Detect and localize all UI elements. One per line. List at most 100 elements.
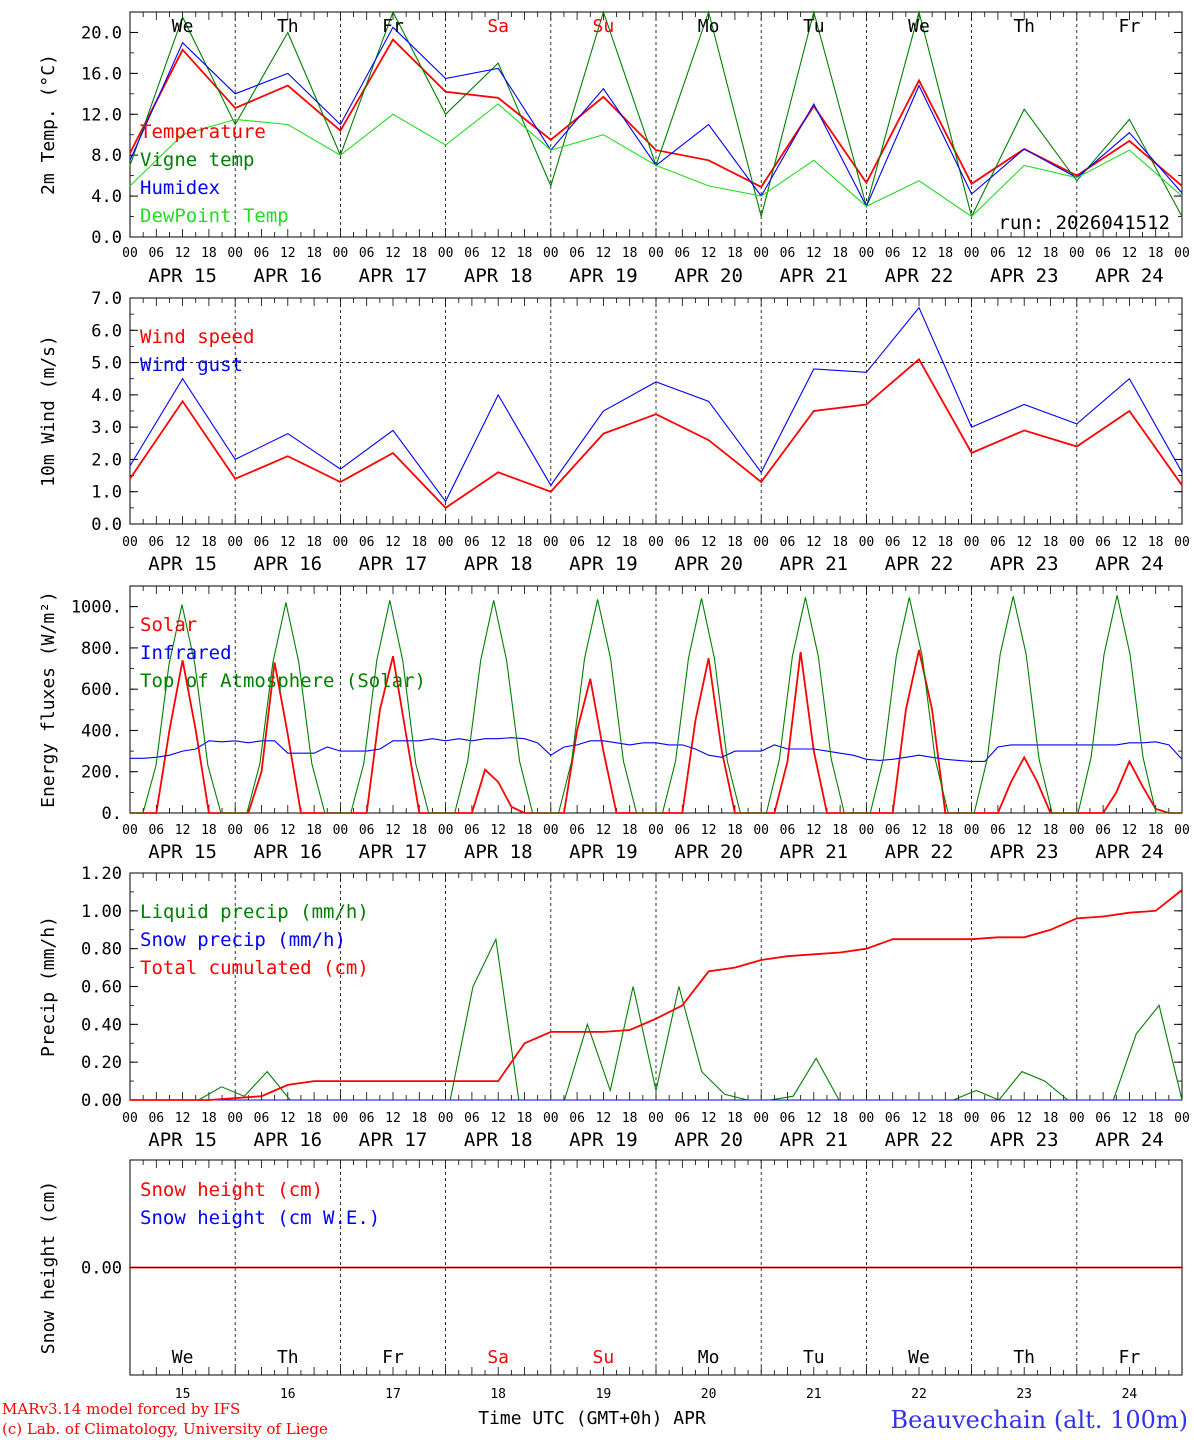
legend-entry: Solar (140, 614, 197, 636)
hour-tick-label: 12 (701, 535, 717, 550)
x-axis-title: Time UTC (GMT+0h) APR (478, 1408, 706, 1429)
hour-tick-label: 00 (543, 535, 559, 550)
hour-tick-label: 12 (280, 1111, 296, 1126)
y-tick-label: 0.0 (91, 228, 122, 248)
day-number: 21 (806, 1387, 822, 1402)
hour-tick-label: 00 (122, 246, 138, 261)
hour-tick-label: 18 (727, 246, 743, 261)
date-label: APR 21 (779, 841, 848, 863)
hour-tick-label: 00 (964, 535, 980, 550)
hour-tick-label: 06 (569, 823, 585, 838)
date-label: APR 23 (990, 553, 1059, 575)
panel-wind: 00 06 12 18 APR 15 00 06 12 18 APR 16 00 06 12 18 APR … (38, 289, 1190, 575)
date-label: APR 23 (990, 1129, 1059, 1151)
hour-tick-label: 00 (753, 246, 769, 261)
hour-tick-label: 12 (701, 246, 717, 261)
hour-tick-label: 18 (727, 1111, 743, 1126)
y-axis-title: Precip (mm/h) (38, 916, 59, 1057)
hour-tick-label: 00 (438, 246, 454, 261)
y-tick-label: 0. (102, 804, 122, 824)
hour-tick-label: 18 (201, 246, 217, 261)
hour-tick-label: 12 (175, 823, 191, 838)
y-tick-label: 5.0 (91, 354, 122, 374)
day-number: 20 (701, 1387, 717, 1402)
legend-entry: Vigne temp (140, 149, 254, 171)
hour-tick-label: 06 (464, 246, 480, 261)
hour-tick-label: 06 (780, 535, 796, 550)
hour-tick-label: 00 (1069, 823, 1085, 838)
hour-tick-label: 00 (1174, 1111, 1190, 1126)
hour-tick-label: 18 (306, 535, 322, 550)
hour-tick-label: 12 (1016, 1111, 1032, 1126)
date-label: APR 24 (1095, 553, 1164, 575)
hour-tick-label: 18 (517, 246, 533, 261)
date-label: APR 17 (359, 1129, 428, 1151)
lab-credit: (c) Lab. of Climatology, University of L… (2, 1420, 328, 1438)
date-label: APR 22 (885, 553, 954, 575)
panel-energy: 00 06 12 18 APR 15 00 06 12 18 APR 16 00 06 12 18 APR … (38, 585, 1190, 863)
date-label: APR 15 (148, 265, 217, 287)
hour-tick-label: 18 (1043, 823, 1059, 838)
day-name: Th (277, 16, 299, 37)
date-label: APR 19 (569, 841, 638, 863)
legend-entry: Infrared (140, 642, 232, 664)
legend-entry: Humidex (140, 177, 220, 199)
hour-tick-label: 06 (780, 1111, 796, 1126)
hour-tick-label: 06 (359, 1111, 375, 1126)
hour-tick-label: 18 (306, 246, 322, 261)
date-label: APR 17 (359, 553, 428, 575)
hour-tick-label: 12 (1122, 1111, 1138, 1126)
hour-tick-label: 06 (359, 246, 375, 261)
hour-tick-label: 12 (806, 535, 822, 550)
hour-tick-label: 12 (175, 535, 191, 550)
hour-tick-label: 06 (674, 535, 690, 550)
hour-tick-label: 06 (674, 823, 690, 838)
date-label: APR 15 (148, 841, 217, 863)
y-tick-label: 800. (81, 639, 122, 659)
hour-tick-label: 00 (1069, 535, 1085, 550)
hour-tick-label: 12 (490, 246, 506, 261)
hour-tick-label: 00 (122, 823, 138, 838)
legend-entry: Temperature (140, 121, 266, 143)
day-name: Su (593, 1347, 615, 1368)
date-label: APR 16 (253, 265, 322, 287)
day-name: Tu (803, 1347, 825, 1368)
y-tick-label: 1.00 (81, 902, 122, 922)
series-line-red (130, 889, 1183, 1101)
y-tick-label: 0.40 (81, 1015, 122, 1035)
hour-tick-label: 06 (569, 535, 585, 550)
y-tick-label: 0.00 (81, 1259, 122, 1279)
hour-tick-label: 18 (306, 823, 322, 838)
date-label: APR 22 (885, 265, 954, 287)
y-tick-label: 1.0 (91, 483, 122, 503)
y-tick-label: 3.0 (91, 418, 122, 438)
hour-tick-label: 00 (1174, 823, 1190, 838)
hour-tick-label: 18 (622, 1111, 638, 1126)
y-tick-label: 4.0 (91, 386, 122, 406)
hour-tick-label: 00 (859, 823, 875, 838)
hour-tick-label: 06 (1095, 246, 1111, 261)
hour-tick-label: 12 (490, 823, 506, 838)
y-tick-label: 8.0 (91, 146, 122, 166)
hour-tick-label: 06 (780, 246, 796, 261)
hour-tick-label: 12 (1122, 535, 1138, 550)
hour-tick-label: 06 (464, 535, 480, 550)
legend-entry: DewPoint Temp (140, 205, 289, 227)
date-label: APR 22 (885, 841, 954, 863)
hour-tick-label: 18 (1043, 246, 1059, 261)
model-credit: MARv3.14 model forced by IFS (2, 1400, 240, 1418)
station-name: Beauvechain (alt. 100m) (890, 1406, 1188, 1434)
date-label: APR 16 (253, 841, 322, 863)
date-label: APR 18 (464, 1129, 533, 1151)
date-label: APR 16 (253, 1129, 322, 1151)
y-tick-label: 0.20 (81, 1053, 122, 1073)
hour-tick-label: 06 (254, 535, 270, 550)
hour-tick-label: 12 (596, 823, 612, 838)
hour-tick-label: 00 (227, 246, 243, 261)
legend-entry: Top of Atmosphere (Solar) (140, 670, 426, 692)
hour-tick-label: 00 (1069, 1111, 1085, 1126)
day-number: 15 (175, 1387, 191, 1402)
hour-tick-label: 18 (622, 246, 638, 261)
series-line-lime (129, 103, 1183, 218)
hour-tick-label: 18 (1148, 535, 1164, 550)
